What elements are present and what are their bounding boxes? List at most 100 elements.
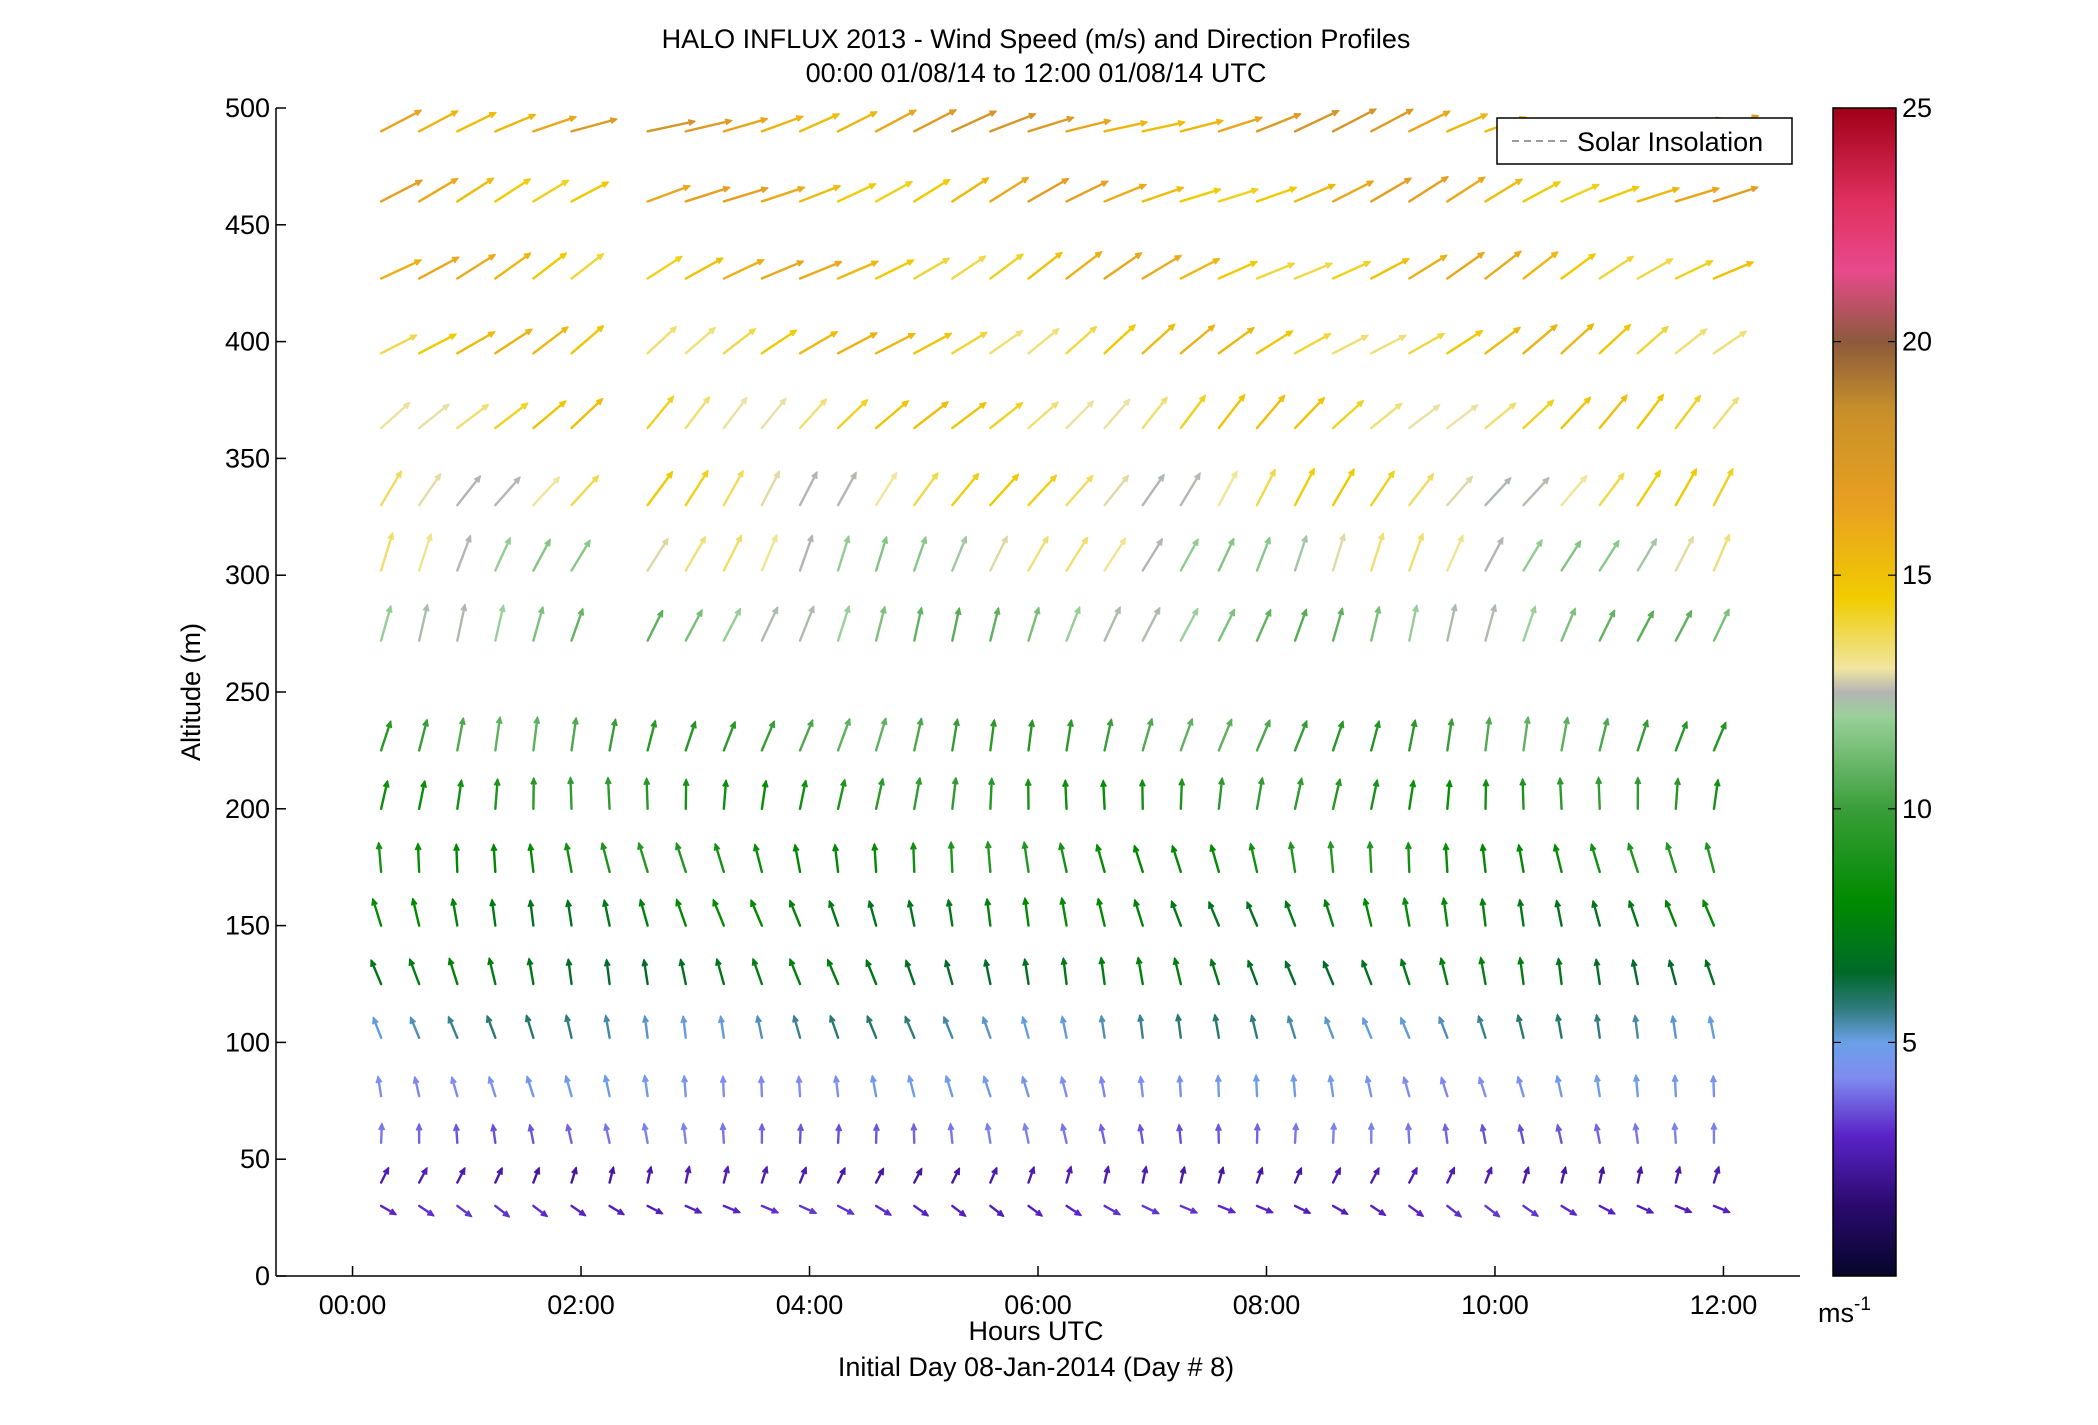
colorbar-unit: ms-1: [1818, 1294, 1871, 1328]
wind-arrow: [1484, 1166, 1493, 1184]
wind-arrow: [1516, 1075, 1525, 1098]
wind-arrow: [1292, 1122, 1300, 1145]
wind-arrow: [1674, 1165, 1682, 1184]
wind-arrow: [1446, 1166, 1456, 1184]
wind-arrow: [1674, 328, 1708, 355]
wind-arrow: [1519, 777, 1527, 810]
wind-arrow: [1293, 777, 1304, 810]
wind-arrow: [1065, 718, 1074, 752]
wind-arrow: [788, 899, 802, 927]
wind-arrow: [788, 957, 802, 986]
wind-arrow: [1712, 608, 1730, 642]
wind-arrow: [1484, 1204, 1501, 1218]
wind-arrow: [1059, 1075, 1068, 1098]
wind-arrow: [417, 472, 442, 507]
wind-arrow: [1331, 468, 1355, 507]
y-axis-label: Altitude (m): [176, 623, 206, 761]
wind-arrow: [1331, 720, 1345, 752]
wind-arrow: [989, 718, 997, 752]
wind-arrow: [760, 397, 787, 430]
wind-arrow: [1179, 472, 1201, 507]
wind-arrow: [682, 778, 690, 810]
wind-arrow: [1141, 186, 1185, 203]
wind-arrow: [722, 607, 742, 642]
wind-arrow: [760, 719, 776, 752]
wind-arrow: [760, 606, 779, 642]
wind-arrow: [798, 398, 828, 430]
wind-arrow: [1555, 1013, 1563, 1039]
wind-arrow: [1141, 254, 1183, 280]
legend-label: Solar Insolation: [1577, 127, 1763, 157]
colorbar: 5 10 15 20 25 ms-1: [1818, 93, 1932, 1328]
colorbar-gradient: [1832, 107, 1897, 1277]
wind-arrow: [527, 842, 535, 874]
wind-arrow: [1408, 1204, 1425, 1217]
wind-arrow: [646, 719, 658, 752]
wind-arrow: [989, 112, 1037, 133]
wind-arrow: [1065, 251, 1103, 280]
wind-arrow: [378, 1122, 386, 1145]
wind-arrow: [526, 957, 535, 986]
wind-arrow: [1255, 112, 1302, 133]
wind-arrow: [1027, 535, 1049, 572]
wind-arrow: [379, 109, 423, 133]
wind-arrow: [1702, 898, 1716, 927]
wind-arrow: [487, 1075, 497, 1098]
wind-arrow: [1323, 898, 1335, 927]
wind-arrow: [1522, 715, 1531, 752]
wind-arrow: [1179, 394, 1207, 430]
wind-arrow: [1170, 844, 1183, 874]
wind-arrow: [989, 606, 1001, 642]
wind-arrow: [1554, 1074, 1563, 1098]
wind-arrow: [1446, 404, 1479, 430]
wind-arrow: [608, 1165, 616, 1184]
y-tick-label: 250: [225, 677, 270, 707]
wind-arrow: [836, 260, 880, 280]
wind-arrow: [1217, 116, 1264, 133]
wind-arrow: [1707, 1015, 1716, 1039]
wind-arrow: [1446, 717, 1455, 752]
wind-arrow: [564, 1074, 573, 1098]
wind-arrow: [1674, 1204, 1693, 1214]
wind-arrow: [1636, 1165, 1644, 1184]
wind-arrow: [646, 1165, 654, 1184]
wind-arrow: [603, 1122, 611, 1145]
wind-arrow: [1712, 261, 1755, 280]
wind-arrow: [1438, 956, 1449, 986]
wind-arrow: [722, 720, 737, 752]
wind-arrow: [1673, 777, 1682, 810]
wind-arrow: [1141, 537, 1163, 572]
wind-arrow: [989, 176, 1030, 203]
wind-arrow: [1135, 956, 1144, 986]
wind-arrow: [1027, 474, 1058, 507]
wind-arrow: [1141, 606, 1161, 642]
wind-arrow: [1405, 1122, 1413, 1145]
wind-arrow: [684, 720, 697, 752]
wind-arrow: [1408, 718, 1418, 752]
wind-arrow: [415, 1122, 423, 1145]
wind-arrow: [1712, 1204, 1731, 1214]
wind-arrow: [1484, 603, 1498, 642]
wind-arrow: [1099, 779, 1108, 810]
wind-arrow: [828, 899, 840, 927]
chart-title-line1: HALO INFLUX 2013 - Wind Speed (m/s) and …: [662, 24, 1411, 54]
wind-arrow: [913, 776, 923, 810]
wind-arrow: [1636, 1204, 1655, 1214]
wind-arrow: [1370, 719, 1381, 752]
wind-arrow: [984, 840, 992, 874]
wind-arrow: [1556, 776, 1564, 810]
wind-arrow: [1446, 176, 1486, 203]
wind-arrow: [1293, 534, 1308, 572]
wind-arrow: [909, 841, 917, 874]
wind-arrow: [1098, 1014, 1106, 1039]
wind-arrow: [565, 899, 573, 927]
wind-arrow: [942, 1015, 954, 1039]
wind-arrow: [570, 252, 605, 280]
wind-arrow: [1632, 1073, 1640, 1098]
wind-arrow: [1408, 332, 1446, 355]
y-tick-label: 100: [225, 1027, 270, 1057]
wind-arrow: [836, 778, 847, 810]
wind-arrow: [836, 604, 851, 642]
wind-arrow: [1522, 399, 1555, 430]
wind-arrow: [866, 1014, 878, 1039]
